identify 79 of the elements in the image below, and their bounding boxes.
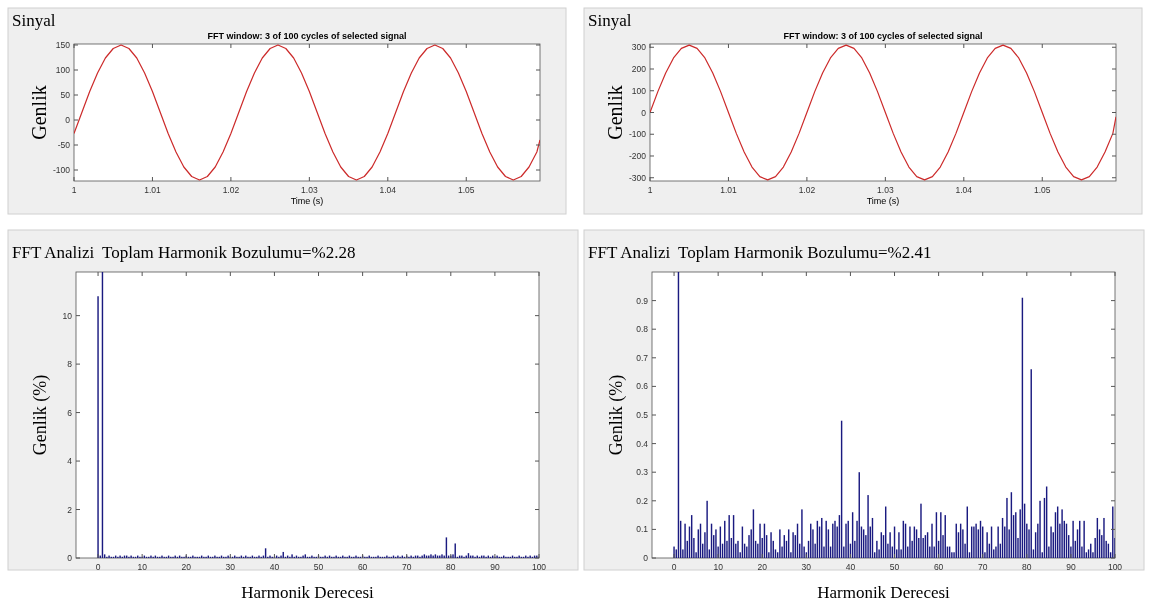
x-tick-label: 1.03 xyxy=(877,185,894,195)
x-tick-label: 70 xyxy=(977,562,988,572)
text: Sinyal xyxy=(588,11,632,30)
text: Sinyal xyxy=(12,11,56,30)
y-tick-label: 0 xyxy=(65,115,71,125)
x-axis-title: Harmonik Derecesi xyxy=(817,583,951,602)
y-tick-label: 0 xyxy=(641,107,647,118)
y-tick-label: -100 xyxy=(628,129,647,140)
y-axis-title: Genlik (%) xyxy=(30,374,51,456)
x-tick-label: 80 xyxy=(446,562,456,572)
x-tick-label: 10 xyxy=(713,562,724,572)
x-axis-title: Time (s) xyxy=(290,196,324,206)
y-axis-title: Genlik (%) xyxy=(606,374,627,456)
y-tick-label: 0.7 xyxy=(636,352,649,363)
y-axis-title: Genlik xyxy=(604,85,626,140)
x-tick-label: 50 xyxy=(889,562,900,572)
y-tick-label: 0.4 xyxy=(636,438,649,449)
y-tick-label: -200 xyxy=(628,150,647,161)
y-tick-label: 0 xyxy=(643,553,649,563)
y-tick-label: 2 xyxy=(67,504,73,515)
y-tick-label: 300 xyxy=(631,42,647,53)
x-axis-title: Harmonik Derecesi xyxy=(241,583,375,602)
x-tick-label: 30 xyxy=(801,562,812,572)
x-tick-label: 1.03 xyxy=(301,185,318,195)
y-tick-label: 100 xyxy=(631,85,647,96)
y-tick-label: -100 xyxy=(52,165,71,175)
chart-title: FFT window: 3 of 100 cycles of selected signal xyxy=(207,31,407,41)
y-tick-label: -300 xyxy=(628,172,647,183)
x-tick-label: 1.02 xyxy=(798,185,816,195)
y-tick-label: 0.5 xyxy=(636,410,649,420)
text: FFT Analizi xyxy=(12,243,95,262)
x-tick-label: 1 xyxy=(71,185,77,195)
y-tick-label: -50 xyxy=(57,140,71,150)
x-tick-label: 1.01 xyxy=(720,185,737,195)
y-tick-label: 4 xyxy=(67,456,73,467)
x-tick-label: 1 xyxy=(647,185,653,195)
y-axis-title: Genlik xyxy=(28,85,50,140)
x-tick-label: 1.05 xyxy=(457,185,475,195)
x-tick-label: 80 xyxy=(1022,562,1032,572)
x-tick-label: 90 xyxy=(490,562,500,572)
x-tick-label: 90 xyxy=(1066,562,1076,572)
x-tick-label: 0 xyxy=(95,562,101,572)
chart-title: FFT window: 3 of 100 cycles of selected signal xyxy=(783,31,983,41)
y-tick-label: 200 xyxy=(631,64,647,75)
x-tick-label: 1.04 xyxy=(379,185,397,195)
x-tick-label: 1.02 xyxy=(222,185,240,195)
y-tick-label: 100 xyxy=(55,65,71,75)
y-tick-label: 0.8 xyxy=(636,324,649,335)
x-tick-label: 0 xyxy=(671,562,677,572)
x-axis-title: Time (s) xyxy=(866,196,900,206)
y-tick-label: 0.3 xyxy=(636,467,649,478)
chart-title: Toplam Harmonik Bozulumu=%2.28 xyxy=(102,243,356,262)
y-tick-label: 8 xyxy=(67,359,73,370)
x-tick-label: 100 xyxy=(531,562,547,572)
text: FFT Analizi xyxy=(588,243,671,262)
x-tick-label: 20 xyxy=(181,562,192,572)
y-tick-label: 50 xyxy=(60,90,71,100)
x-tick-label: 30 xyxy=(225,562,236,572)
y-tick-label: 6 xyxy=(67,407,73,418)
x-tick-label: 20 xyxy=(757,562,768,572)
y-tick-label: 150 xyxy=(55,40,71,50)
y-tick-label: 0 xyxy=(67,553,73,563)
y-tick-label: 0.2 xyxy=(636,495,649,506)
x-tick-label: 1.05 xyxy=(1033,185,1051,195)
y-tick-label: 10 xyxy=(62,310,73,321)
x-tick-label: 1.04 xyxy=(955,185,973,195)
x-tick-label: 100 xyxy=(1107,562,1123,572)
y-tick-label: 0.1 xyxy=(636,524,649,535)
x-tick-label: 70 xyxy=(401,562,412,572)
x-tick-label: 60 xyxy=(357,562,368,572)
chart-title: Toplam Harmonik Bozulumu=%2.41 xyxy=(678,243,932,262)
x-tick-label: 40 xyxy=(845,562,856,572)
x-tick-label: 60 xyxy=(933,562,944,572)
x-tick-label: 50 xyxy=(313,562,324,572)
y-tick-label: 0.9 xyxy=(636,295,649,306)
y-tick-label: 0.6 xyxy=(636,381,649,392)
x-tick-label: 40 xyxy=(269,562,280,572)
x-tick-label: 10 xyxy=(137,562,148,572)
x-tick-label: 1.01 xyxy=(144,185,161,195)
